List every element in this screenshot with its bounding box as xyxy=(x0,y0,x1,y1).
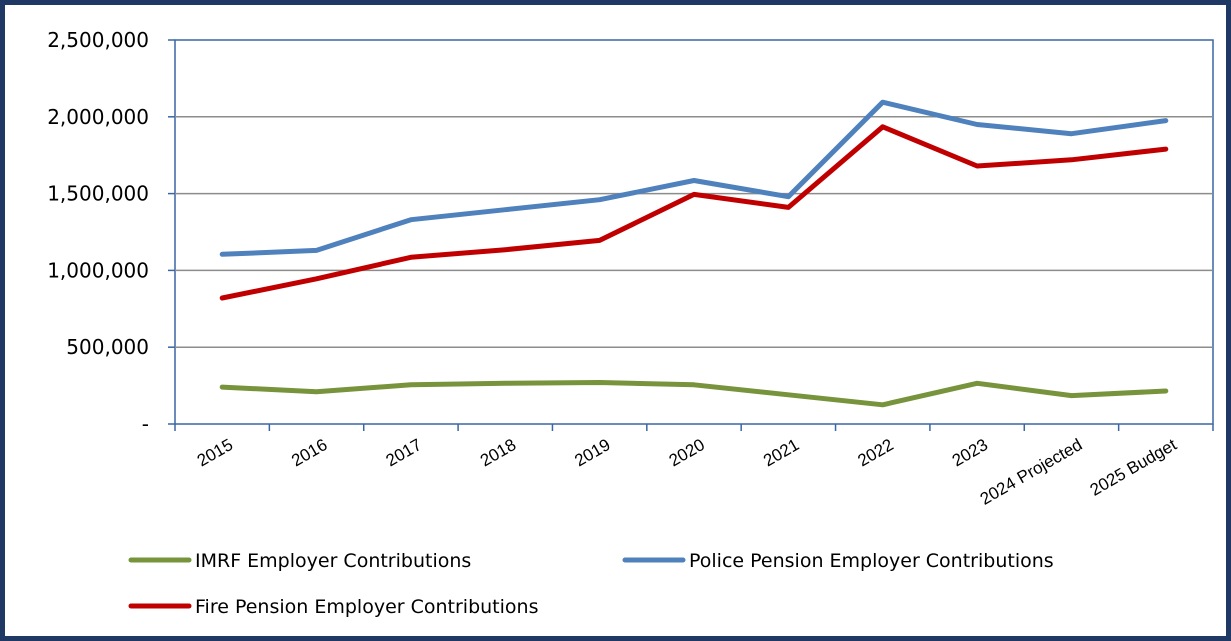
x-tick-label: 2020 xyxy=(666,435,708,470)
x-tick-label: 2024 Projected xyxy=(977,435,1086,509)
x-tick-label: 2018 xyxy=(477,435,519,470)
legend-label: Fire Pension Employer Contributions xyxy=(195,596,538,618)
legend: IMRF Employer Contributions Police Pensio… xyxy=(128,550,1054,618)
y-tick-label: 1,500,000 xyxy=(47,182,149,206)
x-tick-label: 2025 Budget xyxy=(1087,435,1180,500)
series-line-0 xyxy=(219,380,1169,408)
x-tick-label: 2022 xyxy=(854,435,896,470)
legend-label: Police Pension Employer Contributions xyxy=(689,550,1054,572)
series-line-2 xyxy=(219,124,1169,301)
y-tick-label: 1,000,000 xyxy=(47,258,149,282)
x-tick-label: 2021 xyxy=(760,435,802,470)
legend-label: IMRF Employer Contributions xyxy=(195,550,471,572)
y-tick-label: 2,500,000 xyxy=(47,28,149,52)
plot-area xyxy=(174,39,1214,425)
y-axis-ticks: - 500,000 1,000,000 1,500,000 2,000,000 2,500… xyxy=(47,28,175,436)
y-tick-label: 500,000 xyxy=(66,335,149,359)
x-tick-label: 2015 xyxy=(194,435,236,470)
y-tick-label: - xyxy=(142,412,149,436)
x-tick-label: 2019 xyxy=(571,435,613,470)
x-tick-label: 2017 xyxy=(383,435,425,470)
x-axis-ticks: 2015 2016 2017 2018 2019 2020 2021 2022 20232024… xyxy=(174,424,1214,509)
y-tick-label: 2,000,000 xyxy=(47,105,149,129)
x-tick-label: 2023 xyxy=(949,435,991,470)
series-line-1 xyxy=(219,99,1169,257)
series-lines xyxy=(219,99,1169,408)
x-tick-label: 2016 xyxy=(288,435,330,470)
